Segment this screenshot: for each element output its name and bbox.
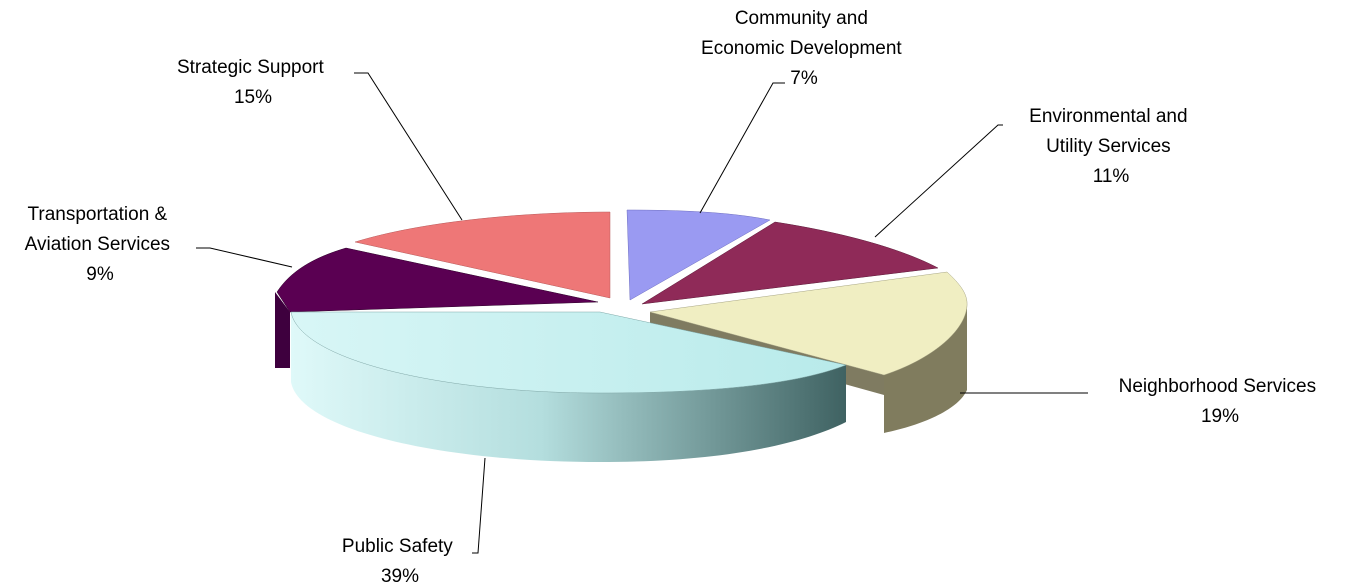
leader-line-strategic bbox=[354, 72, 463, 221]
label-community-percent: 7% bbox=[790, 68, 818, 89]
label-neighborhood-percent: 19% bbox=[1201, 406, 1239, 427]
label-environmental-line2: Utility Services bbox=[1046, 136, 1171, 157]
label-transportation-line2: Aviation Services bbox=[25, 234, 170, 255]
slice-strategic-support bbox=[354, 211, 611, 299]
label-environmental-utility: Environmental and Utility Services 11% bbox=[1029, 106, 1193, 187]
label-strategic-percent: 15% bbox=[234, 87, 272, 108]
slice-environmental-utility bbox=[641, 221, 939, 305]
label-community-economic: Community and Economic Development 7% bbox=[701, 8, 907, 89]
label-public-safety-line1: Public Safety bbox=[342, 536, 453, 557]
slice-public-safety bbox=[290, 311, 847, 394]
label-transportation-percent: 9% bbox=[86, 264, 114, 285]
slice-community-economic bbox=[626, 209, 771, 301]
label-transportation-aviation: Transportation & Aviation Services 9% bbox=[25, 204, 176, 285]
slice-transportation-side bbox=[275, 292, 290, 368]
leader-line-community bbox=[699, 82, 785, 214]
label-public-safety: Public Safety 39% bbox=[342, 536, 458, 587]
label-neighborhood-services: Neighborhood Services 19% bbox=[1119, 376, 1322, 427]
label-neighborhood-line1: Neighborhood Services bbox=[1119, 376, 1317, 397]
label-environmental-percent: 11% bbox=[1093, 166, 1130, 187]
leader-line-public-safety bbox=[472, 457, 486, 554]
slice-neighborhood bbox=[649, 271, 968, 376]
label-strategic-support: Strategic Support 15% bbox=[177, 57, 329, 108]
leader-line-transportation bbox=[196, 247, 293, 268]
slice-public-safety-side bbox=[291, 312, 846, 462]
label-transportation-line1: Transportation & bbox=[27, 204, 167, 225]
label-community-line2: Economic Development bbox=[701, 38, 902, 59]
slice-transportation bbox=[276, 247, 599, 313]
slice-neighborhood-side bbox=[884, 302, 967, 433]
label-community-line1: Community and bbox=[735, 8, 868, 29]
label-strategic-line1: Strategic Support bbox=[177, 57, 325, 78]
label-environmental-line1: Environmental and bbox=[1029, 106, 1187, 127]
label-public-safety-percent: 39% bbox=[381, 566, 419, 587]
leader-line-environmental bbox=[874, 124, 1003, 238]
